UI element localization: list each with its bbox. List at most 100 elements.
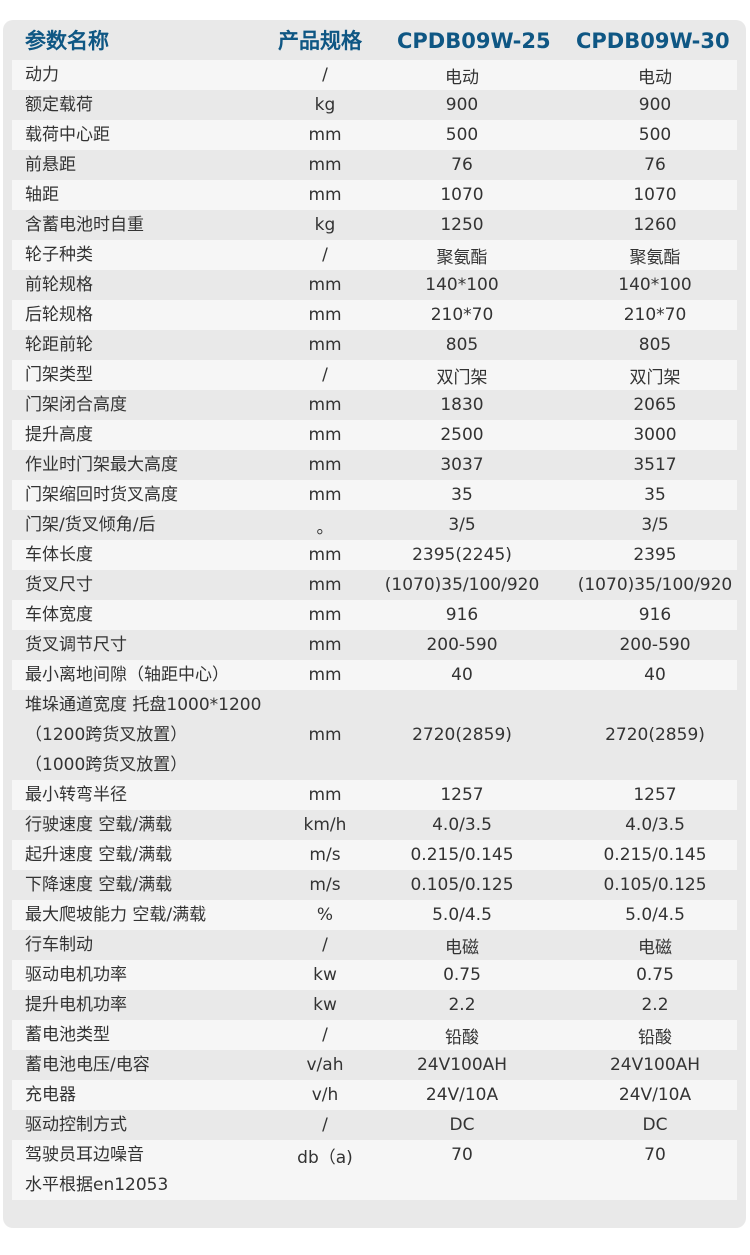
param-unit: mm: [308, 335, 342, 355]
param-label-line: 轮子种类: [25, 245, 93, 265]
param-label: 载荷中心距: [25, 120, 110, 150]
value-model-a: 3/5: [448, 515, 476, 535]
header-spec: 产品规格: [278, 29, 362, 53]
param-label-line: 行车制动: [25, 935, 93, 955]
value-model-a: 电磁: [445, 937, 479, 958]
value-model-a: 聚氨酯: [436, 247, 488, 268]
param-label: 蓄电池电压/电容: [25, 1050, 150, 1080]
param-label-line: 门架闭合高度: [25, 395, 127, 415]
param-label-line: 动力: [25, 65, 59, 85]
value-model-a: 900: [445, 95, 479, 115]
param-label-line: 提升高度: [25, 425, 93, 445]
value-model-b: 2.2: [641, 995, 669, 1015]
param-label: 行驶速度 空载/满载: [25, 810, 172, 840]
param-label-line: 货叉尺寸: [25, 575, 93, 595]
value-model-a: 4.0/3.5: [432, 815, 492, 835]
param-label: 驾驶员耳边噪音水平根据en12053: [25, 1140, 168, 1200]
table-row: 最小离地间隙（轴距中心） mm 40 40: [12, 660, 737, 690]
table-row: 货叉调节尺寸 mm 200-590 200-590: [12, 630, 737, 660]
param-label-line: 后轮规格: [25, 305, 93, 325]
param-unit: mm: [308, 155, 342, 175]
value-model-a: (1070)35/100/920: [384, 575, 540, 595]
value-model-a: 2.2: [448, 995, 476, 1015]
value-model-b: 电磁: [638, 937, 672, 958]
value-model-a: 805: [445, 335, 479, 355]
param-unit: kw: [313, 965, 337, 985]
param-label-line: 最大爬坡能力 空载/满载: [25, 905, 207, 925]
param-label-line: 含蓄电池时自重: [25, 215, 144, 235]
value-model-a: 2395(2245): [412, 545, 512, 565]
value-model-a: 1257: [440, 785, 484, 805]
param-label: 提升电机功率: [25, 990, 127, 1020]
param-label-line: 门架/货叉倾角/后: [25, 515, 156, 535]
param-label-line: （1000跨货叉放置）: [25, 755, 188, 775]
value-model-b: 3/5: [641, 515, 669, 535]
table-row: 轮距前轮 mm 805 805: [12, 330, 737, 360]
table-row: 作业时门架最大高度 mm 3037 3517: [12, 450, 737, 480]
param-unit: db（a): [297, 1147, 353, 1168]
value-model-b: 76: [644, 155, 666, 175]
value-model-a: 140*100: [425, 275, 499, 295]
param-label-line: 行驶速度 空载/满载: [25, 815, 173, 835]
param-unit: v/h: [311, 1085, 339, 1105]
value-model-b: 双门架: [629, 367, 681, 388]
param-label: 堆垛通道宽度 托盘1000*1200 （1200跨货叉放置） （1000跨货叉放置）: [25, 690, 261, 780]
table-row: 驱动电机功率 kw 0.75 0.75: [12, 960, 737, 990]
value-model-b: 0.105/0.125: [603, 875, 707, 895]
value-model-b: 2395: [633, 545, 677, 565]
value-model-b: 140*100: [618, 275, 692, 295]
table-row: 门架类型 / 双门架 双门架: [12, 360, 737, 390]
table-row: 动力 / 电动 电动: [12, 60, 737, 90]
param-unit: /: [322, 935, 328, 955]
param-label: 最小离地间隙（轴距中心）: [25, 660, 229, 690]
param-unit: /: [322, 1025, 328, 1045]
param-label: 驱动电机功率: [25, 960, 127, 990]
param-unit: mm: [308, 305, 342, 325]
param-label-line: 起升速度 空载/满载: [25, 845, 173, 865]
param-label: 轮子种类: [25, 240, 93, 270]
value-model-b: 24V/10A: [618, 1085, 692, 1105]
param-unit: m/s: [309, 875, 341, 895]
param-label: 起升速度 空载/满载: [25, 840, 172, 870]
param-label-line: 驾驶员耳边噪音: [25, 1145, 144, 1165]
value-model-a: 2720(2859): [412, 725, 512, 745]
table-row: 门架闭合高度 mm 1830 2065: [12, 390, 737, 420]
param-unit: mm: [308, 575, 342, 595]
value-model-a: 0.215/0.145: [410, 845, 514, 865]
param-label: 后轮规格: [25, 300, 93, 330]
param-label-line: （1200跨货叉放置）: [25, 725, 188, 745]
param-unit: km/h: [303, 815, 347, 835]
param-label-line: 下降速度 空载/满载: [25, 875, 173, 895]
table-row: 额定载荷 kg 900 900: [12, 90, 737, 120]
value-model-b: 3517: [633, 455, 677, 475]
param-label: 充电器: [25, 1080, 76, 1110]
value-model-a: DC: [449, 1115, 475, 1135]
param-label: 门架类型: [25, 360, 93, 390]
value-model-b: 1257: [633, 785, 677, 805]
table-row: 充电器 v/h 24V/10A 24V/10A: [12, 1080, 737, 1110]
param-unit: mm: [308, 605, 342, 625]
param-unit: /: [322, 365, 328, 385]
header-model-b: CPDB09W-30: [576, 29, 730, 53]
param-label-line: 最小转弯半径: [25, 785, 127, 805]
param-label-line: 充电器: [25, 1085, 76, 1105]
value-model-b: 805: [638, 335, 672, 355]
header-model-a: CPDB09W-25: [397, 29, 551, 53]
param-label-line: 驱动电机功率: [25, 965, 127, 985]
param-label: 车体长度: [25, 540, 93, 570]
value-model-b: DC: [642, 1115, 668, 1135]
param-unit: /: [322, 1115, 328, 1135]
value-model-b: 70: [644, 1145, 666, 1165]
value-model-a: 1070: [440, 185, 484, 205]
param-label-line: 水平根据en12053: [25, 1175, 169, 1195]
table-row: 前悬距 mm 76 76: [12, 150, 737, 180]
param-unit: kg: [314, 215, 336, 235]
value-model-b: 500: [638, 125, 672, 145]
value-model-b: 916: [638, 605, 672, 625]
param-unit: mm: [308, 485, 342, 505]
value-model-a: 0.75: [443, 965, 481, 985]
value-model-b: 聚氨酯: [629, 247, 681, 268]
value-model-b: 210*70: [623, 305, 687, 325]
param-label: 货叉尺寸: [25, 570, 93, 600]
param-label: 轴距: [25, 180, 59, 210]
